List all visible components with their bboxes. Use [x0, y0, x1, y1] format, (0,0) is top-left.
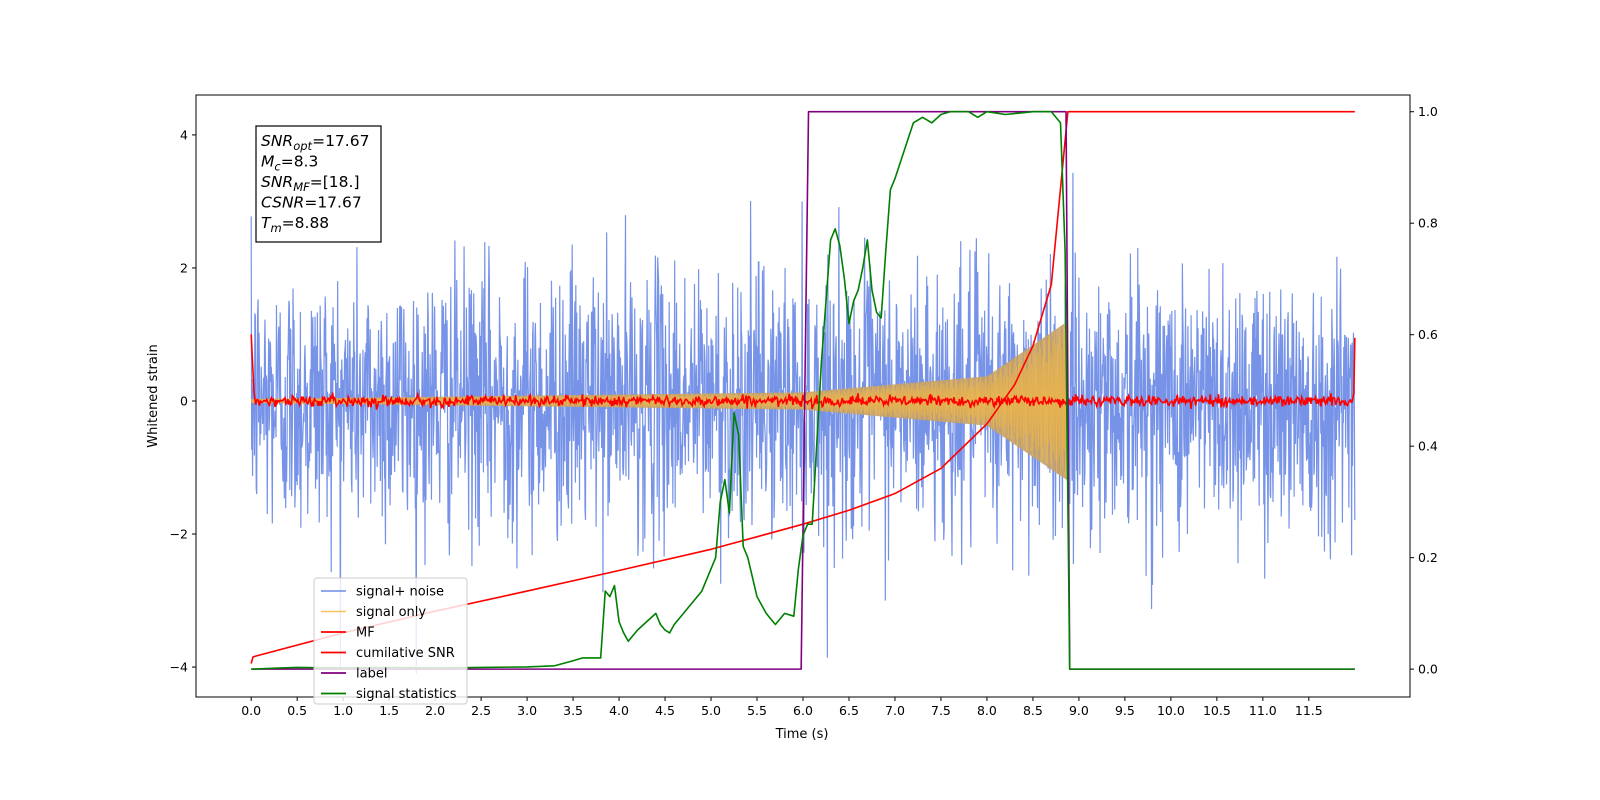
x-tick-label: 11.5 [1295, 703, 1323, 718]
annotation-line: CSNR=17.67 [261, 194, 362, 212]
x-tick-label: 6.0 [793, 703, 813, 718]
x-tick-label: 10.0 [1157, 703, 1185, 718]
legend: signal+ noise signal only MF cumilative SNR… [313, 577, 468, 705]
x-tick-label: 3.0 [517, 703, 537, 718]
legend-label: cumilative SNR [356, 646, 455, 661]
x-tick-label: 7.5 [931, 703, 951, 718]
series-signal-noise-line [250, 172, 1356, 674]
x-axis-title: Time (s) [775, 727, 829, 742]
y-left-tick-label: 2 [180, 260, 188, 275]
x-tick-label: 2.5 [471, 703, 491, 718]
x-tick-label: 5.0 [701, 703, 721, 718]
x-tick-label: 6.5 [839, 703, 859, 718]
annotation-line: SNRopt=17.67 [261, 132, 369, 153]
legend-label: signal+ noise [356, 585, 444, 600]
x-tick-label: 4.5 [655, 703, 675, 718]
y-axis-left-title: Whitened strain [146, 344, 161, 447]
x-tick-label: 5.5 [747, 703, 767, 718]
y-right-tick-label: 0.2 [1418, 550, 1438, 565]
x-tick-label: 0.5 [287, 703, 307, 718]
x-tick-label: 10.5 [1203, 703, 1231, 718]
series-signal-statistics-line [251, 110, 1355, 670]
annotation-line: Mc=8.3 [261, 153, 318, 174]
legend-entries: signal+ noise signal only MF cumilative SNR… [321, 585, 457, 702]
y-right-tick-label: 1.0 [1418, 104, 1438, 119]
annotation-frame [255, 125, 382, 243]
y-right-tick-label: 0.6 [1418, 327, 1438, 342]
x-tick-label: 7.0 [885, 703, 905, 718]
axes: 0.0 0.5 1.0 1.5 2.0 2.5 3.0 3.5 4.0 4.5 5.0 5.5 6.0 6… [170, 104, 1438, 718]
x-tick-label: 0.0 [241, 703, 261, 718]
legend-label: label [356, 667, 387, 682]
legend-frame [313, 577, 468, 705]
x-tick-label: 1.0 [333, 703, 353, 718]
legend-label: signal only [356, 605, 426, 620]
y-left-tick-label: −2 [170, 527, 188, 542]
x-tick-label: 9.5 [1115, 703, 1135, 718]
annotation-line: Tm=8.88 [261, 214, 329, 235]
x-tick-label: 9.0 [1069, 703, 1089, 718]
y-right-tick-label: 0.4 [1418, 439, 1438, 454]
x-tick-label: 3.5 [563, 703, 583, 718]
legend-label: signal statistics [356, 687, 457, 702]
y-left-tick-label: −4 [170, 660, 188, 675]
y-left-tick-label: 4 [180, 127, 188, 142]
legend-label: MF [356, 626, 375, 641]
y-left-tick-label: 0 [180, 393, 188, 408]
x-tick-label: 8.0 [977, 703, 997, 718]
x-tick-label: 8.5 [1023, 703, 1043, 718]
x-tick-label: 2.0 [425, 703, 445, 718]
y-right-tick-label: 0.8 [1418, 216, 1438, 231]
x-tick-label: 4.0 [609, 703, 629, 718]
x-tick-label: 1.5 [379, 703, 399, 718]
y-right-tick-label: 0.0 [1418, 662, 1438, 677]
series-mf-line [250, 334, 1356, 411]
x-tick-label: 11.0 [1249, 703, 1277, 718]
annotation-line: SNRMF=[18.] [261, 173, 360, 194]
